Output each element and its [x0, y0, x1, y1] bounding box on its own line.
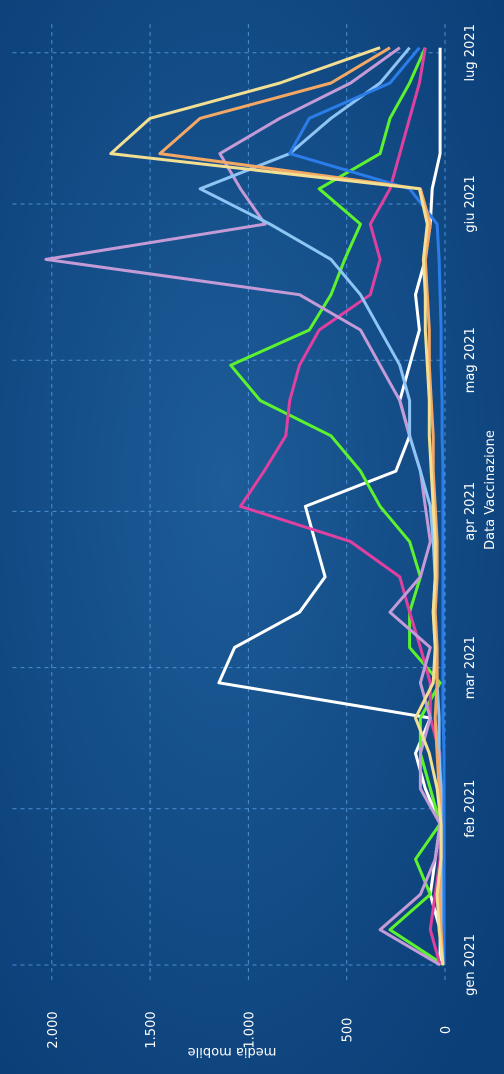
series-line — [288, 46, 446, 965]
x-tick-label: lug 2021 — [463, 24, 478, 81]
x-tick-label: mar 2021 — [463, 636, 478, 699]
x-tick-label: giu 2021 — [463, 175, 478, 232]
x-tick-label: feb 2021 — [463, 780, 478, 838]
x-tick-label: gen 2021 — [463, 934, 478, 996]
series-line — [229, 47, 445, 967]
y-tick-label: 1.000 — [242, 1011, 257, 1048]
y-axis-title: media mobile — [188, 1044, 277, 1059]
series-line — [109, 46, 445, 966]
y-tick-label: 2.000 — [46, 1011, 61, 1048]
x-tick-label: apr 2021 — [463, 482, 478, 541]
x-axis-title: Data Vaccinazione — [483, 430, 498, 550]
x-tick-label: mag 2021 — [463, 327, 478, 393]
plot-frame: Data Vaccinazione media mobile 0 500 1.000… — [12, 22, 498, 1059]
y-tick-label: 1.500 — [144, 1011, 159, 1048]
series-line — [44, 46, 442, 967]
y-tick-label: 500 — [341, 1018, 356, 1043]
y-tick-label: 0 — [439, 1026, 454, 1034]
